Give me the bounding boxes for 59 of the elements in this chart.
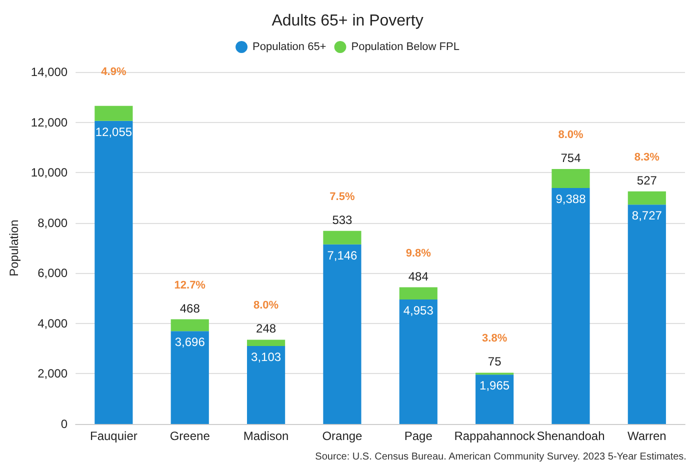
y-axis-title: Population (7, 220, 21, 276)
x-tick-label: Madison (243, 429, 289, 443)
data-label: 9,388 (556, 192, 586, 206)
annotation: 3.8% (482, 332, 508, 345)
legend-label: Population Below FPL (351, 41, 460, 53)
data-label: 3,103 (251, 350, 282, 364)
source-note: Source: U.S. Census Bureau. American Community Survey. 2023 5-Year Estimates. (315, 452, 686, 462)
bar (399, 287, 438, 300)
bar (94, 120, 133, 424)
data-label: 75 (488, 354, 502, 369)
chart-title: Adults 65+ in Poverty (272, 12, 424, 30)
annotation: 8.0% (254, 300, 279, 312)
y-tick-label: 8,000 (38, 216, 68, 230)
y-tick-label: 0 (60, 417, 68, 431)
bar (476, 374, 514, 424)
x-tick-label: Page (404, 429, 433, 443)
bar (94, 106, 133, 121)
bar (246, 346, 286, 424)
annotation: 12.7% (174, 279, 206, 292)
bar (170, 331, 209, 424)
y-tick-label: 4,000 (38, 316, 68, 330)
x-tick-label: Greene (170, 429, 210, 443)
data-label: 1,965 (480, 378, 510, 393)
annotation: 4.9% (101, 66, 126, 78)
bar (628, 204, 666, 424)
data-label: 3,696 (174, 335, 206, 350)
bar (323, 244, 362, 424)
data-label: 527 (636, 173, 658, 188)
y-tick-label: 6,000 (38, 266, 68, 280)
data-label: 468 (180, 301, 200, 316)
bar (246, 340, 286, 346)
bar (628, 191, 666, 205)
bar (399, 299, 438, 424)
data-label: 248 (256, 322, 276, 336)
bar (170, 319, 209, 332)
data-label: 12,055 (95, 124, 132, 139)
data-label: 484 (408, 269, 429, 284)
data-label: 4,953 (403, 303, 434, 318)
bar (552, 169, 590, 188)
y-tick-label: 14,000 (30, 65, 68, 79)
annotation: 8.0% (558, 129, 584, 141)
legend-label: Population 65+ (252, 41, 326, 53)
bar (552, 188, 590, 424)
x-tick-label: Warren (627, 429, 666, 443)
annotation: 7.5% (330, 190, 355, 203)
x-tick-label: Rappahannock (454, 429, 536, 443)
y-tick-label: 12,000 (30, 115, 68, 130)
annotation: 8.3% (634, 151, 660, 164)
x-tick-label: Orange (322, 429, 363, 443)
x-tick-label: Fauquier (90, 429, 138, 443)
data-label: 754 (560, 151, 582, 165)
data-label: 7,146 (327, 248, 358, 262)
y-tick-label: 10,000 (30, 166, 68, 180)
y-tick-label: 2,000 (38, 366, 68, 381)
x-tick-label: Shenandoah (536, 429, 605, 443)
bar (323, 230, 362, 244)
data-label: 8,727 (632, 208, 662, 223)
annotation: 9.8% (406, 247, 432, 260)
data-label: 533 (332, 212, 353, 227)
